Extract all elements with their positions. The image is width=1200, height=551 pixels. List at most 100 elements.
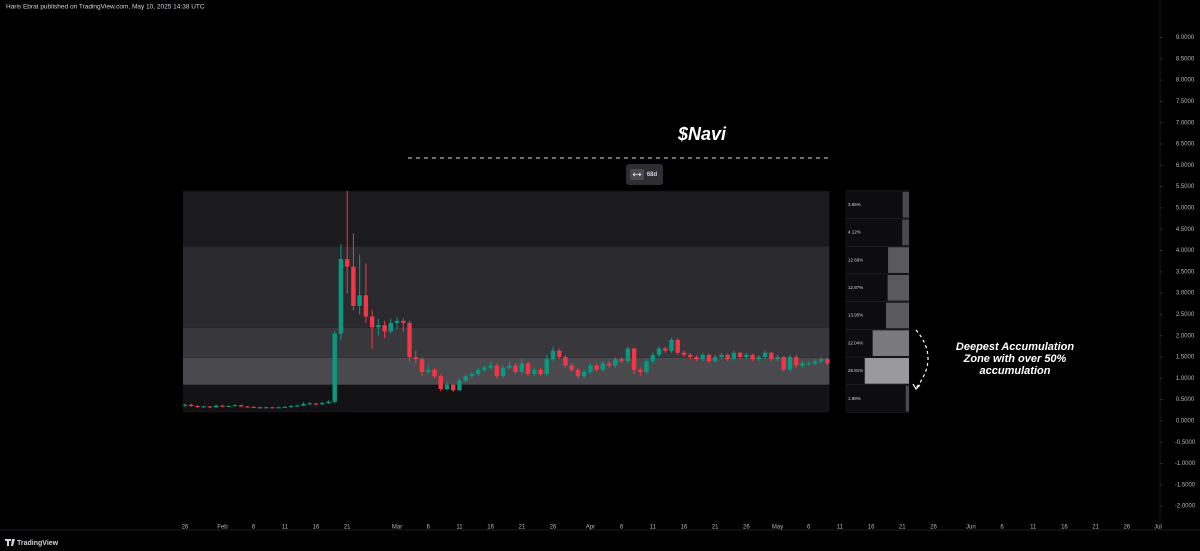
candle-body xyxy=(644,361,649,372)
y-tick-label: 3.0000 xyxy=(1176,291,1195,297)
candle-body xyxy=(270,407,275,409)
profile-bar xyxy=(872,330,909,357)
candle-body xyxy=(600,363,606,370)
x-tick-label: 6 xyxy=(807,525,811,531)
y-tick-label: 7.5000 xyxy=(1176,99,1195,105)
candle-body xyxy=(419,359,425,372)
x-tick-label: 26 xyxy=(550,525,557,531)
measure-icon-arrow xyxy=(632,172,642,177)
candle-body xyxy=(251,406,256,408)
candle-body xyxy=(344,259,350,267)
candle-body xyxy=(213,405,219,408)
candle-body xyxy=(482,367,487,370)
y-axis: -2.0000 -1.5000 -1.0000 -0.5000 0.0000 0.5000… xyxy=(1160,35,1196,510)
x-tick-label: 26 xyxy=(930,525,937,531)
candle-body xyxy=(581,371,587,377)
candle-body xyxy=(257,407,263,409)
candle-body xyxy=(313,403,319,405)
chart-title: $Navi xyxy=(677,124,727,144)
candle-body xyxy=(500,367,506,377)
candle-body xyxy=(794,357,799,366)
candle-body xyxy=(494,365,500,377)
candle-body xyxy=(432,369,437,377)
candle-body xyxy=(276,407,281,409)
candle-body xyxy=(450,384,456,391)
x-tick-label: 26 xyxy=(182,525,189,531)
candle-body xyxy=(438,376,443,389)
x-tick-label: 6 xyxy=(252,525,256,531)
candle-body xyxy=(475,369,481,375)
zone xyxy=(183,384,830,413)
candle-body xyxy=(818,359,824,362)
candle-body xyxy=(806,363,811,365)
candle-body xyxy=(781,357,786,370)
candle-body xyxy=(625,348,631,362)
candle-body xyxy=(706,354,712,362)
zone xyxy=(183,357,830,385)
candle-body xyxy=(681,352,687,355)
candle-body xyxy=(426,369,431,372)
candle-body xyxy=(631,348,637,370)
tv-logo-mark xyxy=(5,539,15,546)
x-tick-label: 21 xyxy=(899,525,906,531)
x-tick-label: May xyxy=(772,525,783,531)
y-tick-label: 8.0000 xyxy=(1176,78,1195,84)
candle-body xyxy=(812,361,818,364)
zone xyxy=(183,190,830,247)
y-tick-label: 8.5000 xyxy=(1176,56,1195,62)
candle-body xyxy=(538,369,543,375)
candle-body xyxy=(588,365,593,372)
candle-body xyxy=(195,406,200,408)
x-tick-label: 21 xyxy=(1092,525,1099,531)
zones xyxy=(183,190,830,413)
x-tick-label: Feb xyxy=(217,525,228,531)
annotation-arrowhead xyxy=(912,383,921,390)
candle-body xyxy=(756,357,762,360)
y-tick-label: 2.5000 xyxy=(1176,312,1195,318)
annotation-bracket xyxy=(915,329,929,389)
x-tick-label: 21 xyxy=(518,525,525,531)
candle-body xyxy=(712,357,718,362)
footer: TradingView xyxy=(17,540,59,547)
candle-body xyxy=(719,354,724,358)
zone xyxy=(183,246,830,328)
candle-body xyxy=(201,406,206,408)
candle-body xyxy=(663,348,668,351)
y-tick-label: -1.5000 xyxy=(1175,482,1196,488)
profile-bar xyxy=(888,247,909,273)
candle-body xyxy=(413,357,418,360)
candle-body xyxy=(675,339,680,353)
candle-body xyxy=(457,380,462,391)
candle-body xyxy=(469,374,475,377)
candle-body xyxy=(575,369,581,377)
y-tick-label: 1.5000 xyxy=(1176,355,1195,361)
candle-body xyxy=(288,406,294,408)
candle-body xyxy=(762,352,768,358)
y-tick-label: -0.5000 xyxy=(1175,440,1196,446)
y-tick-label: 4.5000 xyxy=(1176,227,1195,233)
candle-body xyxy=(525,363,531,375)
x-tick-label: 26 xyxy=(743,525,750,531)
profile-bar xyxy=(905,385,909,412)
y-tick-label: 0.5000 xyxy=(1176,397,1195,403)
candle-body xyxy=(238,405,244,407)
y-tick-label: 6.0000 xyxy=(1176,163,1195,169)
candle-body xyxy=(320,403,325,405)
candle-body xyxy=(382,325,387,332)
y-tick-label: -2.0000 xyxy=(1175,504,1196,510)
candle-body xyxy=(731,352,737,360)
profile-label: 12.69% xyxy=(848,257,863,262)
candle-body xyxy=(226,406,231,408)
candle-body xyxy=(401,320,406,323)
profile-label: 12.97% xyxy=(848,285,863,290)
candle-body xyxy=(507,365,512,368)
y-tick-label: 3.5000 xyxy=(1176,269,1195,275)
x-tick-label: Jul xyxy=(1154,525,1162,531)
x-tick-label: 16 xyxy=(313,525,320,531)
candle-body xyxy=(787,357,793,370)
profile-bar xyxy=(887,274,909,301)
x-tick-label: 16 xyxy=(487,525,494,531)
candle-body xyxy=(232,405,238,407)
candle-body xyxy=(563,357,568,366)
candle-body xyxy=(332,333,337,402)
